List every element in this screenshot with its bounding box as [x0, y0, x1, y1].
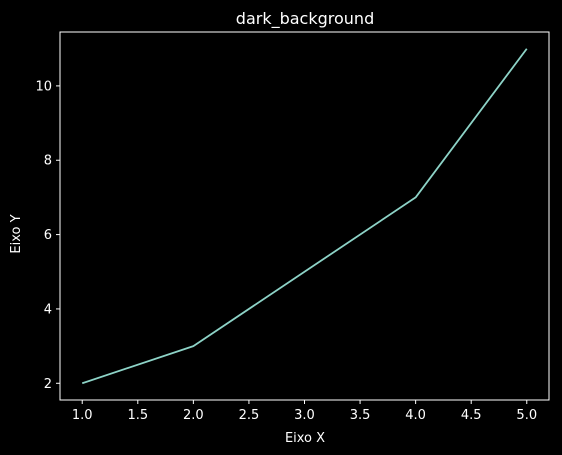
x-tick-label: 2.5 [239, 408, 260, 423]
x-tick-label: 4.5 [461, 408, 482, 423]
series-layer [81, 48, 528, 385]
x-tick-label: 2.0 [183, 408, 204, 423]
y-tick-label: 10 [35, 79, 52, 94]
x-tick-label: 3.5 [350, 408, 371, 423]
y-tick-label: 4 [44, 302, 52, 317]
y-tick-label: 6 [44, 228, 52, 243]
x-axis-label: Eixo X [285, 431, 325, 446]
y-axis-label: Eixo Y [9, 214, 24, 253]
chart-title: dark_background [236, 9, 374, 29]
y-tick-label: 2 [44, 377, 52, 392]
x-tick-label: 4.0 [405, 408, 426, 423]
x-tick-label: 5.0 [516, 408, 537, 423]
x-tick-label: 3.0 [294, 408, 315, 423]
x-tick-label: 1.0 [72, 408, 93, 423]
x-tick-label: 1.5 [127, 408, 148, 423]
series-line [81, 48, 528, 385]
x-axis: 1.0 1.5 2.0 2.5 3.0 3.5 4.0 4.5 5.0 [72, 400, 537, 423]
y-axis: 2 4 6 8 10 [35, 79, 60, 392]
y-tick-label: 8 [44, 154, 52, 169]
